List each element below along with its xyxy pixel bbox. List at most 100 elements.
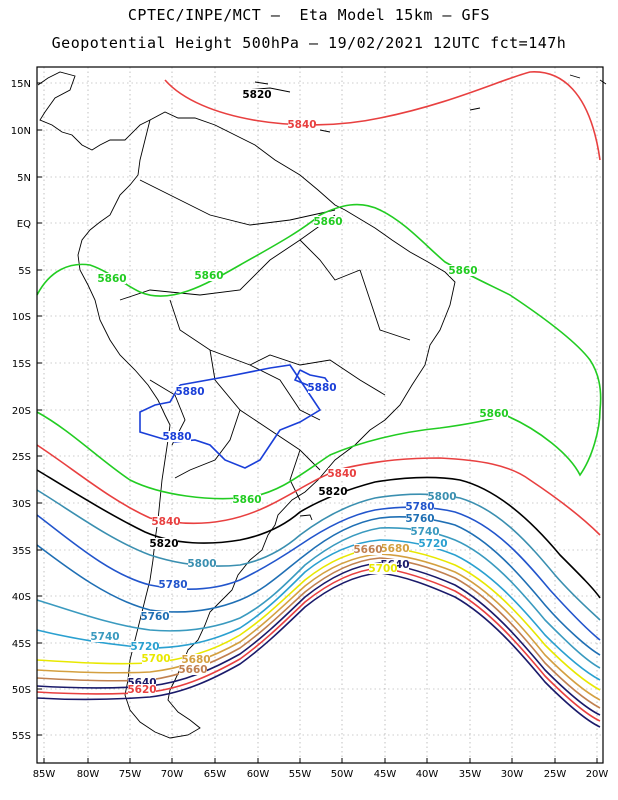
contour-label-bg <box>381 543 409 554</box>
lon-tick-label: 50W <box>331 769 354 780</box>
contour-label: 5860 <box>194 270 223 282</box>
lat-tick-label: 30S <box>12 499 31 510</box>
lon-tick-label: 80W <box>77 769 100 780</box>
lat-tick-label: 10S <box>12 312 31 323</box>
contour-label-bg <box>428 491 456 502</box>
caribbean-islands <box>244 74 581 133</box>
contour-label-bg <box>128 677 156 688</box>
contour-label-bg <box>406 501 434 512</box>
contour-label: 5780 <box>405 501 434 513</box>
lon-tick-label: 35W <box>459 769 482 780</box>
contour-5700 <box>36 547 601 691</box>
contour-5600 <box>36 572 601 728</box>
contour-label: 5620 <box>127 684 156 696</box>
contour-label-bg <box>182 654 210 665</box>
contour-label-bg <box>369 563 397 574</box>
axis-ticks: 15N 10N 5N EQ 5S 10S 15S 20S 25S 30S 35S 40S 45S 50S 5… <box>11 79 609 780</box>
contour-label-bg <box>243 89 271 100</box>
contour-label: 5840 <box>151 516 180 528</box>
contour-label: 5740 <box>90 631 119 643</box>
contour-label: 5680 <box>181 654 210 666</box>
central-america-coast <box>37 71 151 151</box>
lon-tick-label: 55W <box>289 769 312 780</box>
contour-label-bg <box>406 513 434 524</box>
south-atlantic-islands <box>299 79 607 521</box>
contour-label: 5840 <box>287 119 316 131</box>
contour-label-bg <box>159 579 187 590</box>
contour-5740 <box>36 527 601 669</box>
contour-label-bg <box>188 558 216 569</box>
contour-5840-north <box>164 71 601 161</box>
contour-label-bg <box>411 526 439 537</box>
contour-label: 5660 <box>178 664 207 676</box>
country-borders <box>119 179 411 501</box>
graticule <box>37 67 603 763</box>
lat-tick-label: 5N <box>17 173 31 184</box>
contour-label: 5860 <box>479 408 508 420</box>
contour-label-bg <box>91 631 119 642</box>
contour-label: 5760 <box>140 611 169 623</box>
contour-label: 5860 <box>448 265 477 277</box>
contour-label-bg <box>179 664 207 675</box>
lon-tick-label: 75W <box>119 769 142 780</box>
contour-label-bg <box>131 641 159 652</box>
contour-label-bg <box>176 386 204 397</box>
contour-label: 5720 <box>130 641 159 653</box>
contour-5660 <box>36 557 601 709</box>
contour-label: 5680 <box>380 543 409 555</box>
lat-tick-label: 20S <box>12 406 31 417</box>
contour-label-bg <box>288 119 316 130</box>
contour-label-bg <box>128 684 156 695</box>
contour-label: 5800 <box>427 491 456 503</box>
lat-tick-label: 10N <box>11 126 31 137</box>
contour-label: 5880 <box>307 382 336 394</box>
contour-label-bg <box>419 538 447 549</box>
contour-label-bg <box>195 270 223 281</box>
contour-labels: 5820 5840 5860 5860 5860 5860 5880 5880 5880 5860… <box>90 89 509 696</box>
contour-5860-south <box>36 409 601 500</box>
contour-5680 <box>36 553 601 701</box>
contour-label: 5880 <box>175 386 204 398</box>
lon-tick-label: 20W <box>586 769 609 780</box>
contour-label: 5880 <box>162 431 191 443</box>
contour-5800 <box>36 489 601 621</box>
contour-5820 <box>36 469 601 599</box>
contour-label-bg <box>449 265 477 276</box>
lon-tick-label: 25W <box>544 769 567 780</box>
chart-title: CPTEC/INPE/MCT – Eta Model 15km – GFS <box>127 6 491 24</box>
lat-tick-label: 45S <box>12 639 31 650</box>
contour-5720 <box>36 539 601 681</box>
contour-label: 5700 <box>368 563 397 575</box>
lon-tick-label: 85W <box>33 769 56 780</box>
contour-label-bg <box>319 486 347 497</box>
contour-5860-north <box>36 203 602 411</box>
plot-frame <box>36 66 604 764</box>
chart-subtitle: Geopotential Height 500hPa – 19/02/2021 … <box>51 34 567 52</box>
south-america-coast <box>77 111 456 739</box>
contour-label: 5800 <box>187 558 216 570</box>
lat-tick-label: 5S <box>18 266 31 277</box>
contour-label: 5860 <box>232 494 261 506</box>
contour-label: 5720 <box>418 538 447 550</box>
height-contours <box>36 71 602 728</box>
lon-tick-label: 45W <box>374 769 397 780</box>
lat-tick-label: 15N <box>11 79 31 90</box>
contour-label-bg <box>142 653 170 664</box>
contour-label: 5660 <box>353 544 382 556</box>
contour-5880-west <box>139 364 322 469</box>
lat-tick-label: 25S <box>12 452 31 463</box>
contour-label-bg <box>98 273 126 284</box>
contour-label-bg <box>163 431 191 442</box>
contour-label-bg <box>233 494 261 505</box>
lon-tick-label: 40W <box>416 769 439 780</box>
contour-label: 5820 <box>149 538 178 550</box>
lat-tick-label: 15S <box>12 359 31 370</box>
lon-tick-label: 70W <box>161 769 184 780</box>
contour-label: 5700 <box>141 653 170 665</box>
contour-label: 5820 <box>318 486 347 498</box>
contour-label-bg <box>480 408 508 419</box>
coastlines-borders <box>37 71 607 739</box>
contour-label: 5840 <box>327 468 356 480</box>
contour-label-bg <box>152 516 180 527</box>
